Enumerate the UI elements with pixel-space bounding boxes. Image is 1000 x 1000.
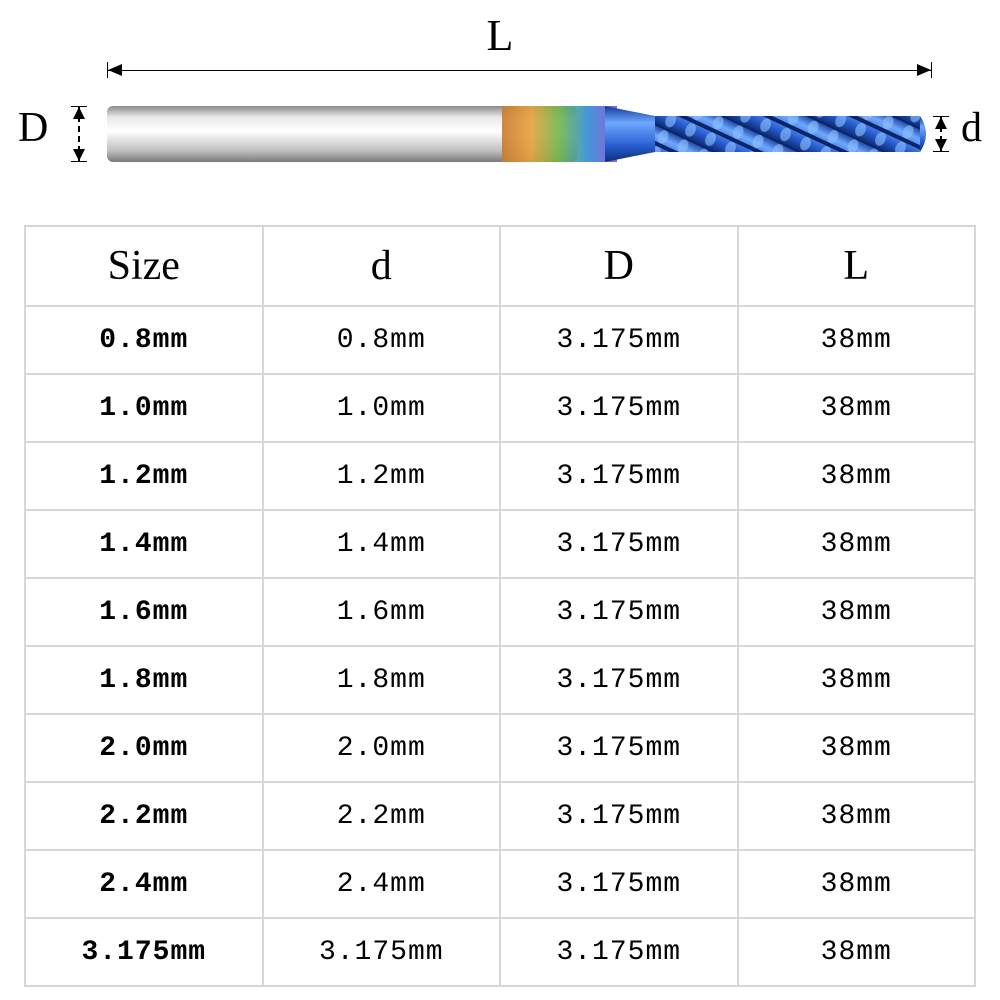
cell-d: 1.8mm xyxy=(263,646,501,714)
cell-D: 3.175mm xyxy=(500,306,738,374)
cell-size: 0.8mm xyxy=(25,306,263,374)
col-big-d: D xyxy=(500,226,738,306)
cell-size: 2.2mm xyxy=(25,782,263,850)
cell-d: 1.2mm xyxy=(263,442,501,510)
col-size: Size xyxy=(25,226,263,306)
cell-L: 38mm xyxy=(738,510,976,578)
length-dimension xyxy=(107,64,932,78)
table-row: 1.0mm1.0mm3.175mm38mm xyxy=(25,374,975,442)
cell-D: 3.175mm xyxy=(500,578,738,646)
cell-d: 2.2mm xyxy=(263,782,501,850)
cell-D: 3.175mm xyxy=(500,850,738,918)
table-row: 2.4mm2.4mm3.175mm38mm xyxy=(25,850,975,918)
cell-D: 3.175mm xyxy=(500,714,738,782)
drill-bit-icon xyxy=(107,106,932,162)
bit-diagram: L D d xyxy=(0,0,1000,200)
cell-L: 38mm xyxy=(738,714,976,782)
cut-dia-dimension xyxy=(934,116,948,152)
size-table: Size d D L 0.8mm0.8mm3.175mm38mm1.0mm1.0… xyxy=(24,225,976,987)
length-label: L xyxy=(0,10,1000,61)
cell-L: 38mm xyxy=(738,918,976,986)
cell-size: 2.0mm xyxy=(25,714,263,782)
table-row: 1.8mm1.8mm3.175mm38mm xyxy=(25,646,975,714)
cell-d: 2.4mm xyxy=(263,850,501,918)
col-d: d xyxy=(263,226,501,306)
cell-D: 3.175mm xyxy=(500,646,738,714)
cell-D: 3.175mm xyxy=(500,918,738,986)
cell-D: 3.175mm xyxy=(500,374,738,442)
cell-d: 1.4mm xyxy=(263,510,501,578)
shank-dia-label: D xyxy=(18,104,48,152)
cell-size: 1.6mm xyxy=(25,578,263,646)
cell-size: 1.0mm xyxy=(25,374,263,442)
cell-L: 38mm xyxy=(738,850,976,918)
cell-L: 38mm xyxy=(738,782,976,850)
table-row: 0.8mm0.8mm3.175mm38mm xyxy=(25,306,975,374)
cell-D: 3.175mm xyxy=(500,442,738,510)
cell-L: 38mm xyxy=(738,578,976,646)
cell-L: 38mm xyxy=(738,374,976,442)
cell-size: 1.2mm xyxy=(25,442,263,510)
table-row: 3.175mm3.175mm3.175mm38mm xyxy=(25,918,975,986)
col-l: L xyxy=(738,226,976,306)
cell-size: 1.8mm xyxy=(25,646,263,714)
cell-d: 3.175mm xyxy=(263,918,501,986)
table-row: 1.6mm1.6mm3.175mm38mm xyxy=(25,578,975,646)
table-row: 1.4mm1.4mm3.175mm38mm xyxy=(25,510,975,578)
page: L D d xyxy=(0,0,1000,1000)
cell-d: 1.6mm xyxy=(263,578,501,646)
cell-d: 1.0mm xyxy=(263,374,501,442)
cell-L: 38mm xyxy=(738,306,976,374)
cell-size: 2.4mm xyxy=(25,850,263,918)
cell-d: 0.8mm xyxy=(263,306,501,374)
cell-L: 38mm xyxy=(738,646,976,714)
table-row: 1.2mm1.2mm3.175mm38mm xyxy=(25,442,975,510)
shank-dia-dimension xyxy=(72,106,86,162)
cell-D: 3.175mm xyxy=(500,782,738,850)
cell-size: 3.175mm xyxy=(25,918,263,986)
cell-d: 2.0mm xyxy=(263,714,501,782)
cell-D: 3.175mm xyxy=(500,510,738,578)
cut-dia-label: d xyxy=(961,104,982,152)
cell-L: 38mm xyxy=(738,442,976,510)
table-header-row: Size d D L xyxy=(25,226,975,306)
table-row: 2.2mm2.2mm3.175mm38mm xyxy=(25,782,975,850)
cell-size: 1.4mm xyxy=(25,510,263,578)
table-row: 2.0mm2.0mm3.175mm38mm xyxy=(25,714,975,782)
